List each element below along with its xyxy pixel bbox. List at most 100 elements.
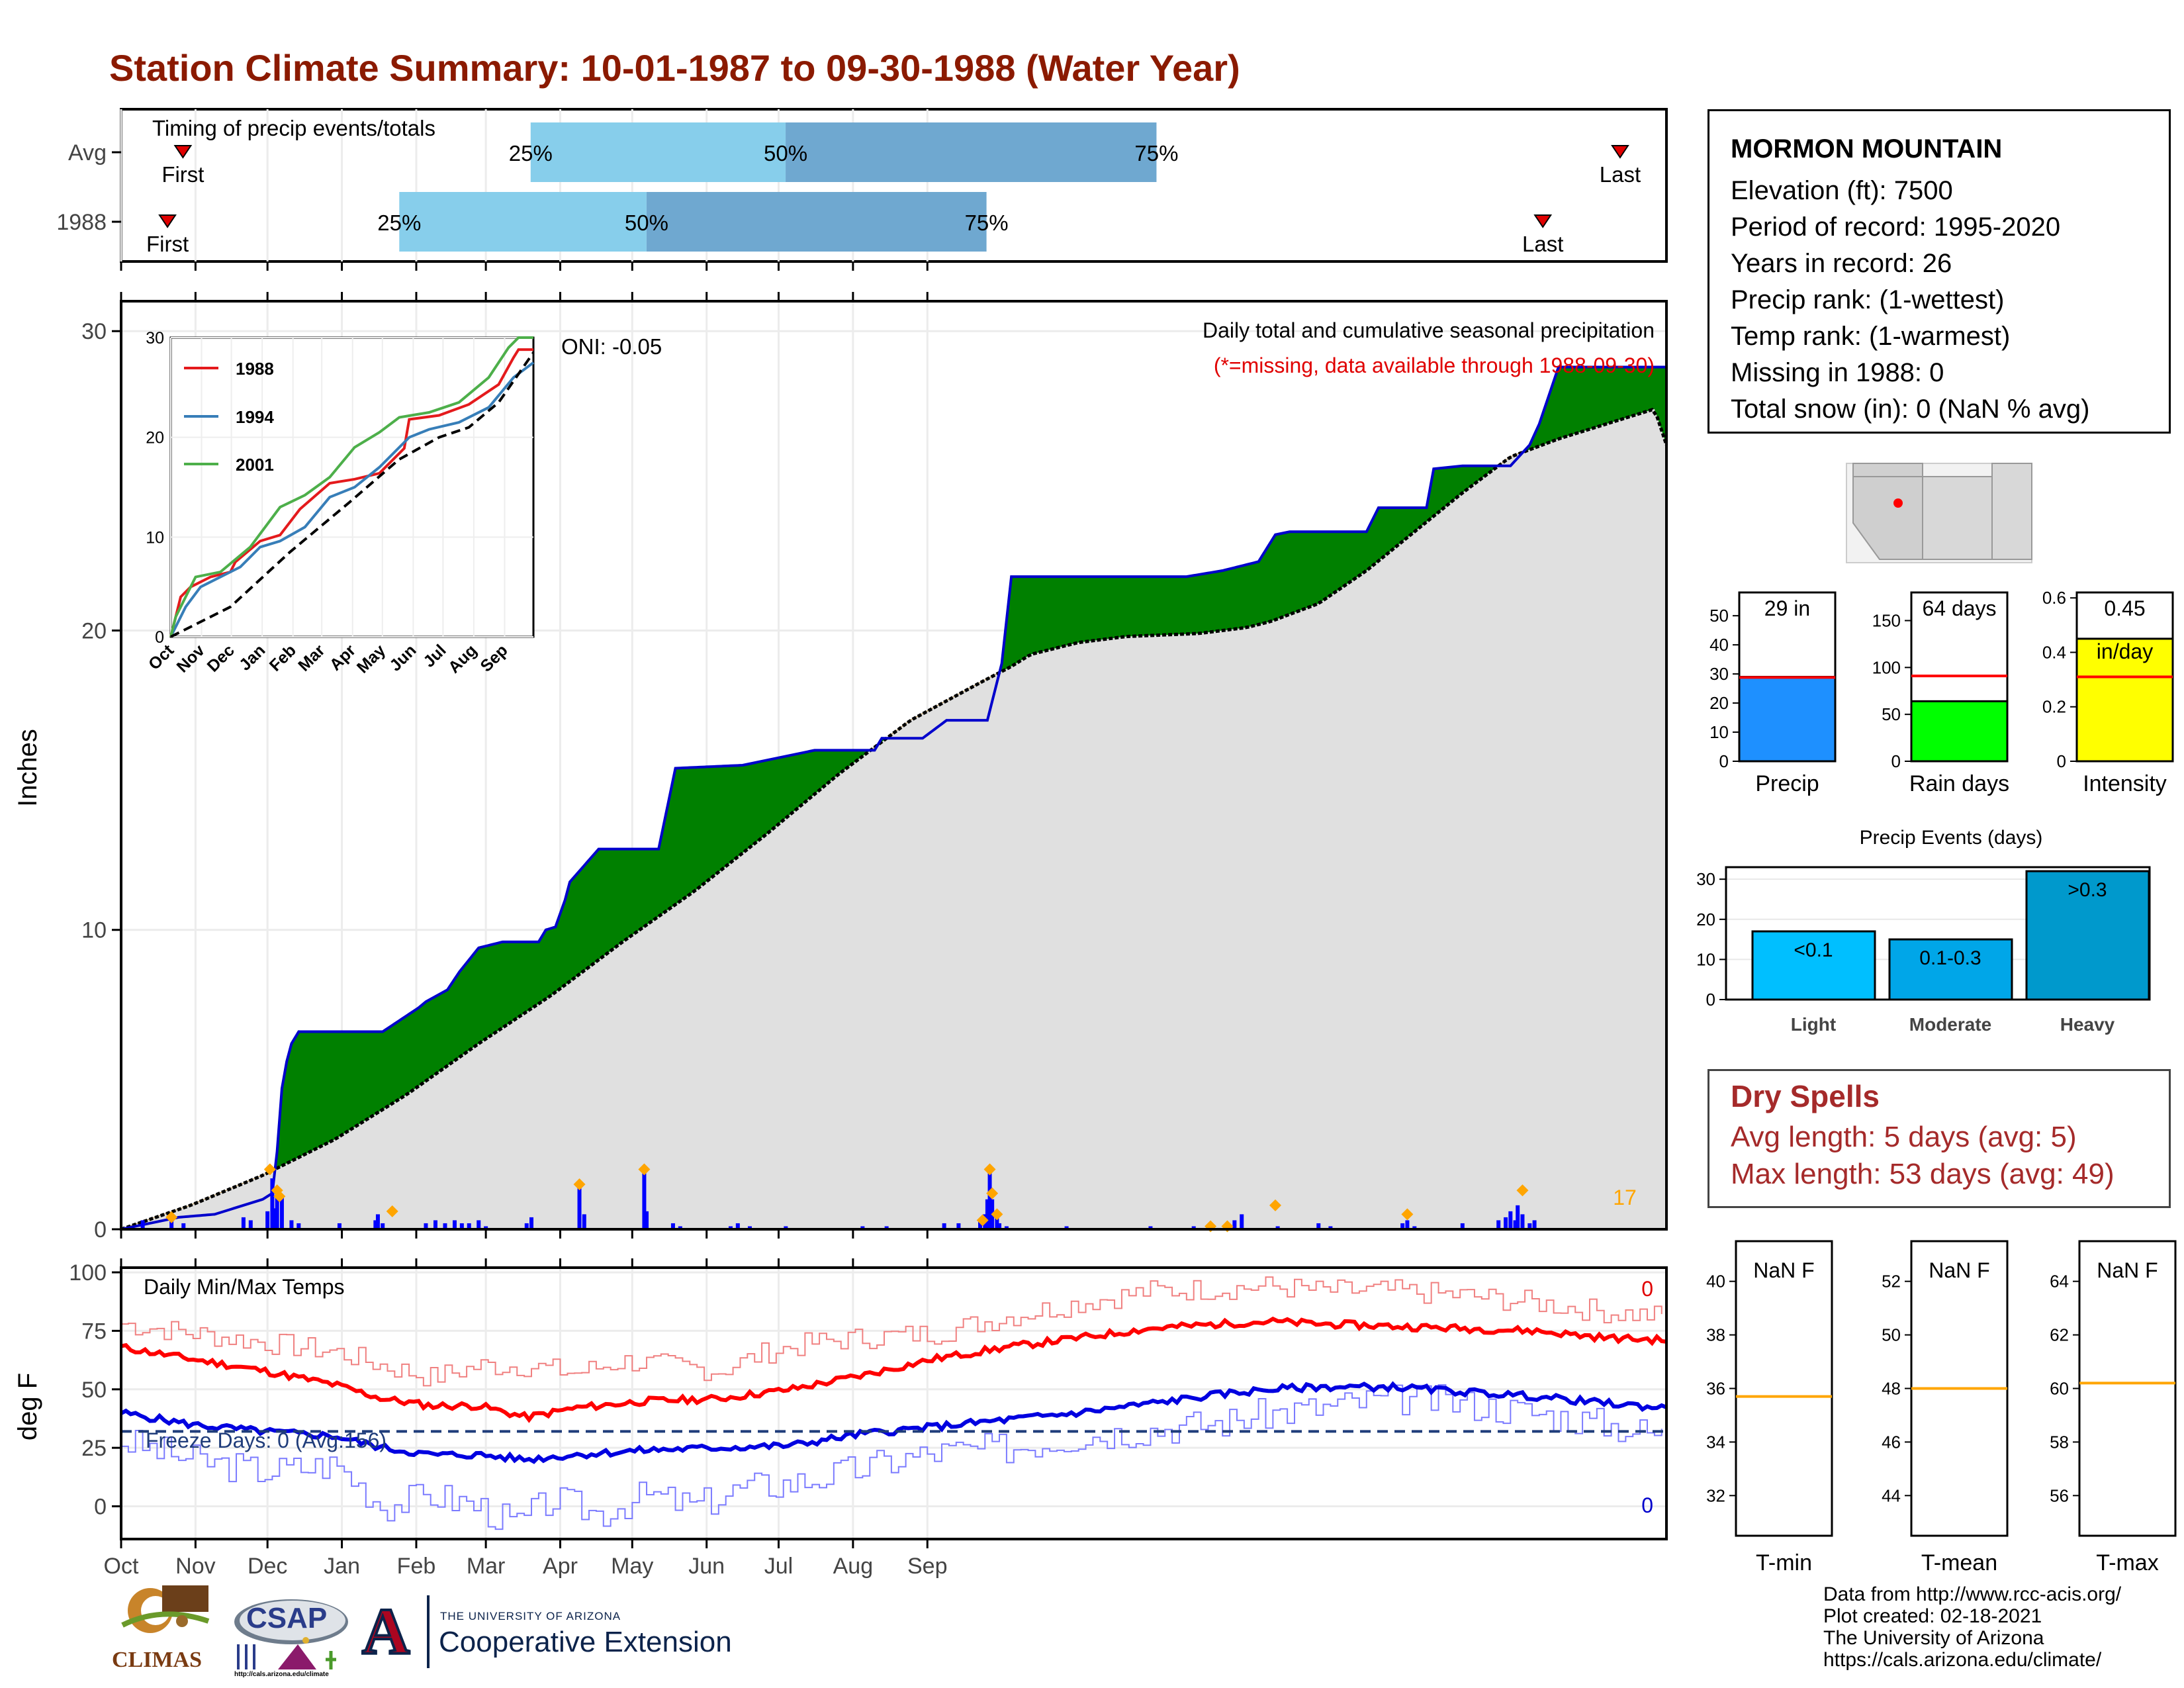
daily-precip-bar xyxy=(459,1223,464,1229)
ua-logo-letter: A xyxy=(361,1595,411,1668)
precip-event-marker xyxy=(1269,1199,1281,1211)
daily-precip-bar xyxy=(169,1220,174,1229)
station-info-box: MORMON MOUNTAIN Elevation (ft): 7500 Per… xyxy=(1707,109,2171,434)
daily-precip-bar xyxy=(1405,1220,1410,1229)
precip-events-category: Light xyxy=(1791,1014,1836,1035)
precip-event-marker xyxy=(386,1205,398,1217)
daily-precip-bar xyxy=(270,1178,275,1229)
temp-box-tick-label: 40 xyxy=(1706,1272,1725,1291)
month-label: Nov xyxy=(175,1554,215,1579)
precip-event-marker xyxy=(638,1163,651,1176)
precip-panel-note: (*=missing, data available through 1988-… xyxy=(1214,353,1655,377)
precip-events-tick-label: 20 xyxy=(1696,910,1715,929)
daily-precip-bar xyxy=(140,1220,145,1229)
min-temp-count: 0 xyxy=(1641,1493,1653,1517)
precip-panel-title: Daily total and cumulative seasonal prec… xyxy=(1203,318,1655,342)
month-label: Mar xyxy=(467,1554,506,1579)
temp-panel-bg xyxy=(121,1268,1666,1539)
event-count-label: 17 xyxy=(1613,1186,1637,1209)
daily-precip-bar xyxy=(275,1193,279,1229)
csap-url: http://cals.arizona.edu/climate xyxy=(234,1671,329,1678)
daily-precip-bar xyxy=(1400,1223,1405,1229)
daily-precip-bar xyxy=(1064,1226,1069,1229)
summary-bar-tick-label: 20 xyxy=(1709,693,1729,713)
precip-events-tick-label: 0 xyxy=(1706,990,1715,1009)
summary-bar-tick-label: 0 xyxy=(2057,751,2066,771)
temp-box-label: T-mean xyxy=(1921,1550,1997,1575)
oni-label: ONI: -0.05 xyxy=(561,334,662,359)
month-label: Jul xyxy=(764,1554,793,1579)
daily-precip-bar xyxy=(373,1220,378,1229)
dry-spells-avg: Avg length: 5 days (avg: 5) xyxy=(1731,1121,2077,1153)
precip-events-bar-label: >0.3 xyxy=(2068,879,2107,901)
avg-min-temp-line xyxy=(120,1381,1668,1464)
dry-spells-box: Dry Spells Avg length: 5 days (avg: 5) M… xyxy=(1707,1069,2171,1208)
ua-logo: A xyxy=(361,1595,414,1668)
summary-bar-tick-label: 0.2 xyxy=(2042,697,2066,717)
temp-box-tick-label: 60 xyxy=(2050,1379,2069,1399)
precip-event-marker xyxy=(1401,1208,1414,1221)
precip-events-title: Precip Events (days) xyxy=(1860,827,2043,849)
month-label: Apr xyxy=(543,1554,578,1579)
inset-legend-label: 1994 xyxy=(236,407,274,427)
precip-event-marker xyxy=(983,1163,996,1176)
station-elevation: Elevation (ft): 7500 xyxy=(1731,176,1953,205)
summary-bar-tick-label: 30 xyxy=(1709,664,1729,684)
temp-box-tick-label: 64 xyxy=(2050,1272,2069,1291)
freeze-days-label: Freeze Days: 0 (Avg:156) xyxy=(146,1429,387,1452)
cumulative-1988-line xyxy=(120,365,1666,1231)
credit-source: Data from http://www.rcc-acis.org/ xyxy=(1823,1583,2122,1605)
daily-precip-bar xyxy=(1004,1226,1009,1229)
temp-box-value: NaN F xyxy=(1753,1258,1814,1282)
average-cumulative-area xyxy=(121,408,1666,1229)
temp-ytick-label: 0 xyxy=(94,1495,107,1520)
timing-bar-50-75 xyxy=(786,122,1157,182)
daily-precip-bar xyxy=(670,1223,675,1229)
temp-box-tick-label: 58 xyxy=(2050,1432,2069,1452)
csap-logo-text: CSAP xyxy=(246,1602,328,1634)
daily-precip-bar xyxy=(296,1223,301,1229)
inset-ytick-label: 0 xyxy=(155,628,164,647)
daily-precip-bar xyxy=(1191,1226,1196,1229)
daily-precip-bar xyxy=(1520,1214,1525,1229)
temp-ytick-label: 25 xyxy=(81,1436,107,1461)
timing-bar-25-50 xyxy=(399,192,647,252)
precip-ytick-label: 30 xyxy=(81,319,107,344)
ua-coop-extension: Cooperative Extension xyxy=(439,1626,732,1658)
inset-series-line xyxy=(169,361,535,637)
temp-box-tick-label: 48 xyxy=(1882,1379,1901,1399)
station-name: MORMON MOUNTAIN xyxy=(1731,134,2003,164)
temp-panel-title: Daily Min/Max Temps xyxy=(144,1275,344,1299)
station-precip-rank: Precip rank: (1-wettest) xyxy=(1731,285,2005,314)
daily-precip-bar xyxy=(424,1223,428,1229)
daily-precip-bar xyxy=(678,1226,682,1229)
daily-precip-bar xyxy=(1328,1226,1333,1229)
precip-ytick-label: 0 xyxy=(94,1217,107,1243)
daily-precip-bar xyxy=(443,1223,447,1229)
summary-bar-tick-label: 0 xyxy=(1719,751,1729,771)
precip-event-marker xyxy=(1516,1184,1529,1197)
month-label: Jan xyxy=(324,1554,360,1579)
climas-logo-text: CLIMAS xyxy=(112,1648,203,1672)
credit-date: Plot created: 02-18-2021 xyxy=(1823,1605,2042,1627)
precip-events-frame-outline xyxy=(1725,866,2151,1001)
daily-precip-bar xyxy=(289,1220,294,1229)
daily-precip-bar xyxy=(987,1172,992,1229)
daily-precip-bar xyxy=(860,1226,865,1229)
precip-panel-frame xyxy=(120,300,1668,1231)
last-label: Last xyxy=(1522,232,1563,256)
daily-precip-bar xyxy=(1504,1217,1508,1229)
summary-bar-tick-label: 10 xyxy=(1709,722,1729,742)
daily-precip-bar xyxy=(452,1220,457,1229)
temp-box-tick-label: 56 xyxy=(2050,1485,2069,1505)
temp-ytick-label: 75 xyxy=(81,1319,107,1344)
month-label: Oct xyxy=(104,1554,139,1579)
station-snow: Total snow (in): 0 (NaN % avg) xyxy=(1731,395,2090,424)
timing-p25-label: 25% xyxy=(509,141,553,165)
daily-precip-bar xyxy=(1240,1214,1244,1229)
timing-p50-label: 50% xyxy=(764,141,807,165)
daily-precip-bar xyxy=(942,1223,946,1229)
inset-ytick-label: 20 xyxy=(146,429,164,447)
temp-box-label: T-max xyxy=(2096,1550,2158,1575)
